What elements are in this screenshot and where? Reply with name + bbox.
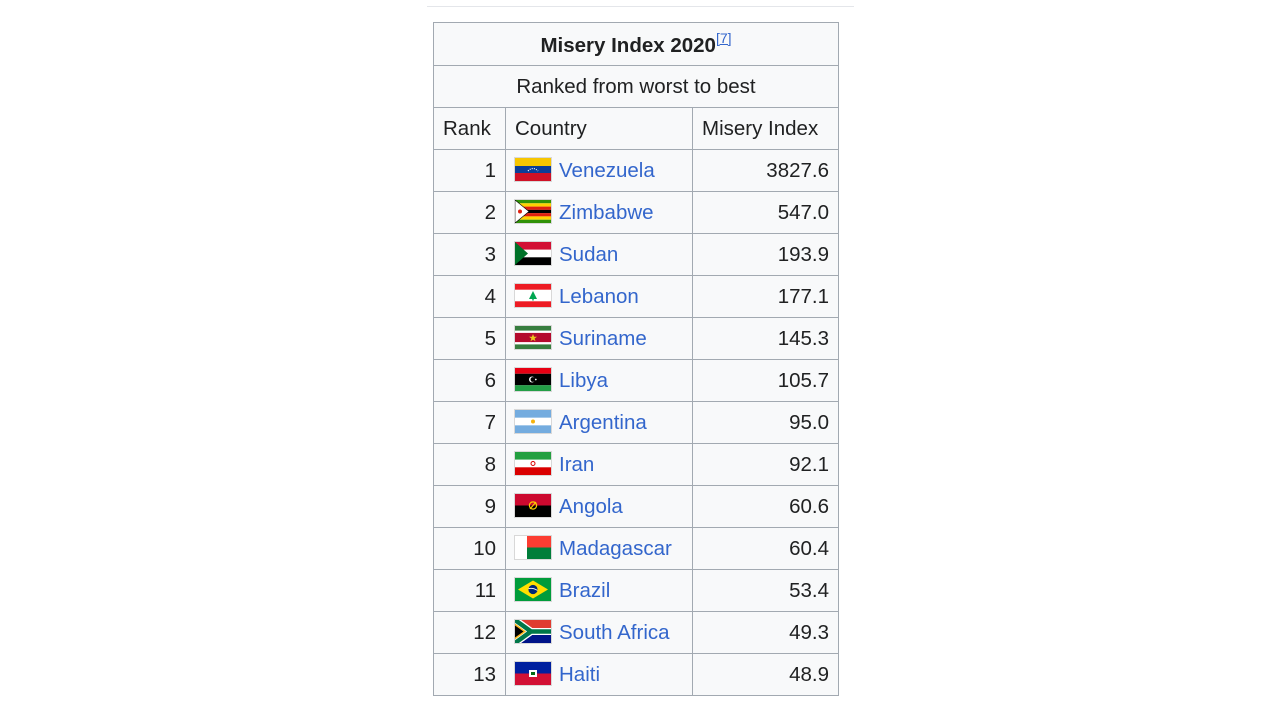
value-cell: 3827.6 [692, 149, 839, 192]
table-row: 11 Brazil 53.4 [433, 569, 839, 612]
rank-cell: 8 [433, 443, 506, 486]
country-cell: Venezuela [505, 149, 693, 192]
rank-cell: 9 [433, 485, 506, 528]
country-link[interactable]: Argentina [559, 411, 647, 434]
rank-cell: 2 [433, 191, 506, 234]
table-row: 5 Suriname 145.3 [433, 317, 839, 360]
table-row: 10 Madagascar 60.4 [433, 527, 839, 570]
top-divider [427, 6, 854, 7]
rank-cell: 5 [433, 317, 506, 360]
country-link[interactable]: Suriname [559, 327, 647, 350]
haiti-flag-icon [515, 662, 551, 685]
rank-cell: 3 [433, 233, 506, 276]
country-cell: Madagascar [505, 527, 693, 570]
country-link[interactable]: Venezuela [559, 159, 655, 182]
country-cell: Iran [505, 443, 693, 486]
table-subtitle-row: Ranked from worst to best [433, 65, 839, 108]
country-cell: Sudan [505, 233, 693, 276]
table-title-text: Misery Index 2020 [540, 34, 716, 57]
country-link[interactable]: Sudan [559, 243, 619, 266]
country-link[interactable]: South Africa [559, 621, 670, 644]
country-link[interactable]: Zimbabwe [559, 201, 654, 224]
country-cell: Angola [505, 485, 693, 528]
country-cell: South Africa [505, 611, 693, 654]
country-cell: Argentina [505, 401, 693, 444]
country-cell: Zimbabwe [505, 191, 693, 234]
rank-cell: 11 [433, 569, 506, 612]
country-cell: Lebanon [505, 275, 693, 318]
reference-link[interactable]: [7] [715, 30, 732, 46]
angola-flag-icon [515, 494, 551, 517]
country-link[interactable]: Haiti [559, 663, 601, 686]
table-title-row: Misery Index 2020[7] [433, 22, 839, 66]
south-africa-flag-icon [515, 620, 551, 643]
table-row: 2 Zimbabwe 547.0 [433, 191, 839, 234]
country-cell: Suriname [505, 317, 693, 360]
libya-flag-icon [515, 368, 551, 391]
argentina-flag-icon [515, 410, 551, 433]
value-cell: 105.7 [692, 359, 839, 402]
suriname-flag-icon [515, 326, 551, 349]
table-row: 9 Angola 60.6 [433, 485, 839, 528]
value-cell: 92.1 [692, 443, 839, 486]
country-cell: Libya [505, 359, 693, 402]
table-row: 13 Haiti 48.9 [433, 653, 839, 696]
rank-cell: 1 [433, 149, 506, 192]
table-subtitle: Ranked from worst to best [433, 65, 839, 108]
table-row: 1 Venezuela 3827.6 [433, 149, 839, 192]
iran-flag-icon [515, 452, 551, 475]
country-cell: Brazil [505, 569, 693, 612]
misery-index-table: Misery Index 2020[7] Ranked from worst t… [433, 22, 839, 696]
rank-cell: 4 [433, 275, 506, 318]
misery-index-column-header[interactable]: Misery Index [692, 107, 839, 150]
table-row: 12 South Africa 49.3 [433, 611, 839, 654]
table-header-row: Rank Country Misery Index [433, 107, 839, 150]
rank-cell: 7 [433, 401, 506, 444]
value-cell: 60.6 [692, 485, 839, 528]
value-cell: 53.4 [692, 569, 839, 612]
value-cell: 48.9 [692, 653, 839, 696]
country-link[interactable]: Libya [559, 369, 609, 392]
rank-cell: 12 [433, 611, 506, 654]
rank-column-header[interactable]: Rank [433, 107, 506, 150]
table-row: 3 Sudan 193.9 [433, 233, 839, 276]
value-cell: 547.0 [692, 191, 839, 234]
value-cell: 145.3 [692, 317, 839, 360]
value-cell: 193.9 [692, 233, 839, 276]
value-cell: 177.1 [692, 275, 839, 318]
value-cell: 95.0 [692, 401, 839, 444]
sudan-flag-icon [515, 242, 551, 265]
rank-cell: 13 [433, 653, 506, 696]
table-row: 8 Iran 92.1 [433, 443, 839, 486]
zimbabwe-flag-icon [515, 200, 551, 223]
country-column-header[interactable]: Country [505, 107, 693, 150]
table-row: 7 Argentina 95.0 [433, 401, 839, 444]
rank-cell: 6 [433, 359, 506, 402]
venezuela-flag-icon [515, 158, 551, 181]
brazil-flag-icon [515, 578, 551, 601]
country-cell: Haiti [505, 653, 693, 696]
table-row: 4 Lebanon 177.1 [433, 275, 839, 318]
country-link[interactable]: Lebanon [559, 285, 639, 308]
rank-cell: 10 [433, 527, 506, 570]
country-link[interactable]: Brazil [559, 579, 611, 602]
lebanon-flag-icon [515, 284, 551, 307]
table-title: Misery Index 2020[7] [433, 22, 839, 66]
madagascar-flag-icon [515, 536, 551, 559]
country-link[interactable]: Angola [559, 495, 623, 518]
country-link[interactable]: Iran [559, 453, 595, 476]
table-row: 6 Libya 105.7 [433, 359, 839, 402]
value-cell: 60.4 [692, 527, 839, 570]
country-link[interactable]: Madagascar [559, 537, 672, 560]
value-cell: 49.3 [692, 611, 839, 654]
